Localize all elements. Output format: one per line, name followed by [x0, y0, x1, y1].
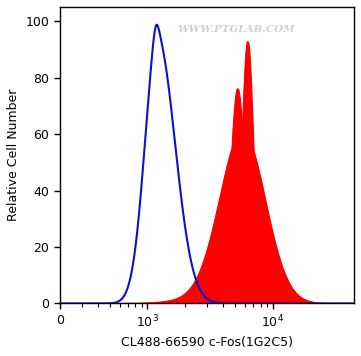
X-axis label: CL488-66590 c-Fos(1G2C5): CL488-66590 c-Fos(1G2C5): [121, 336, 293, 349]
Text: WWW.PTGLAB.COM: WWW.PTGLAB.COM: [178, 25, 295, 34]
Y-axis label: Relative Cell Number: Relative Cell Number: [7, 89, 20, 221]
